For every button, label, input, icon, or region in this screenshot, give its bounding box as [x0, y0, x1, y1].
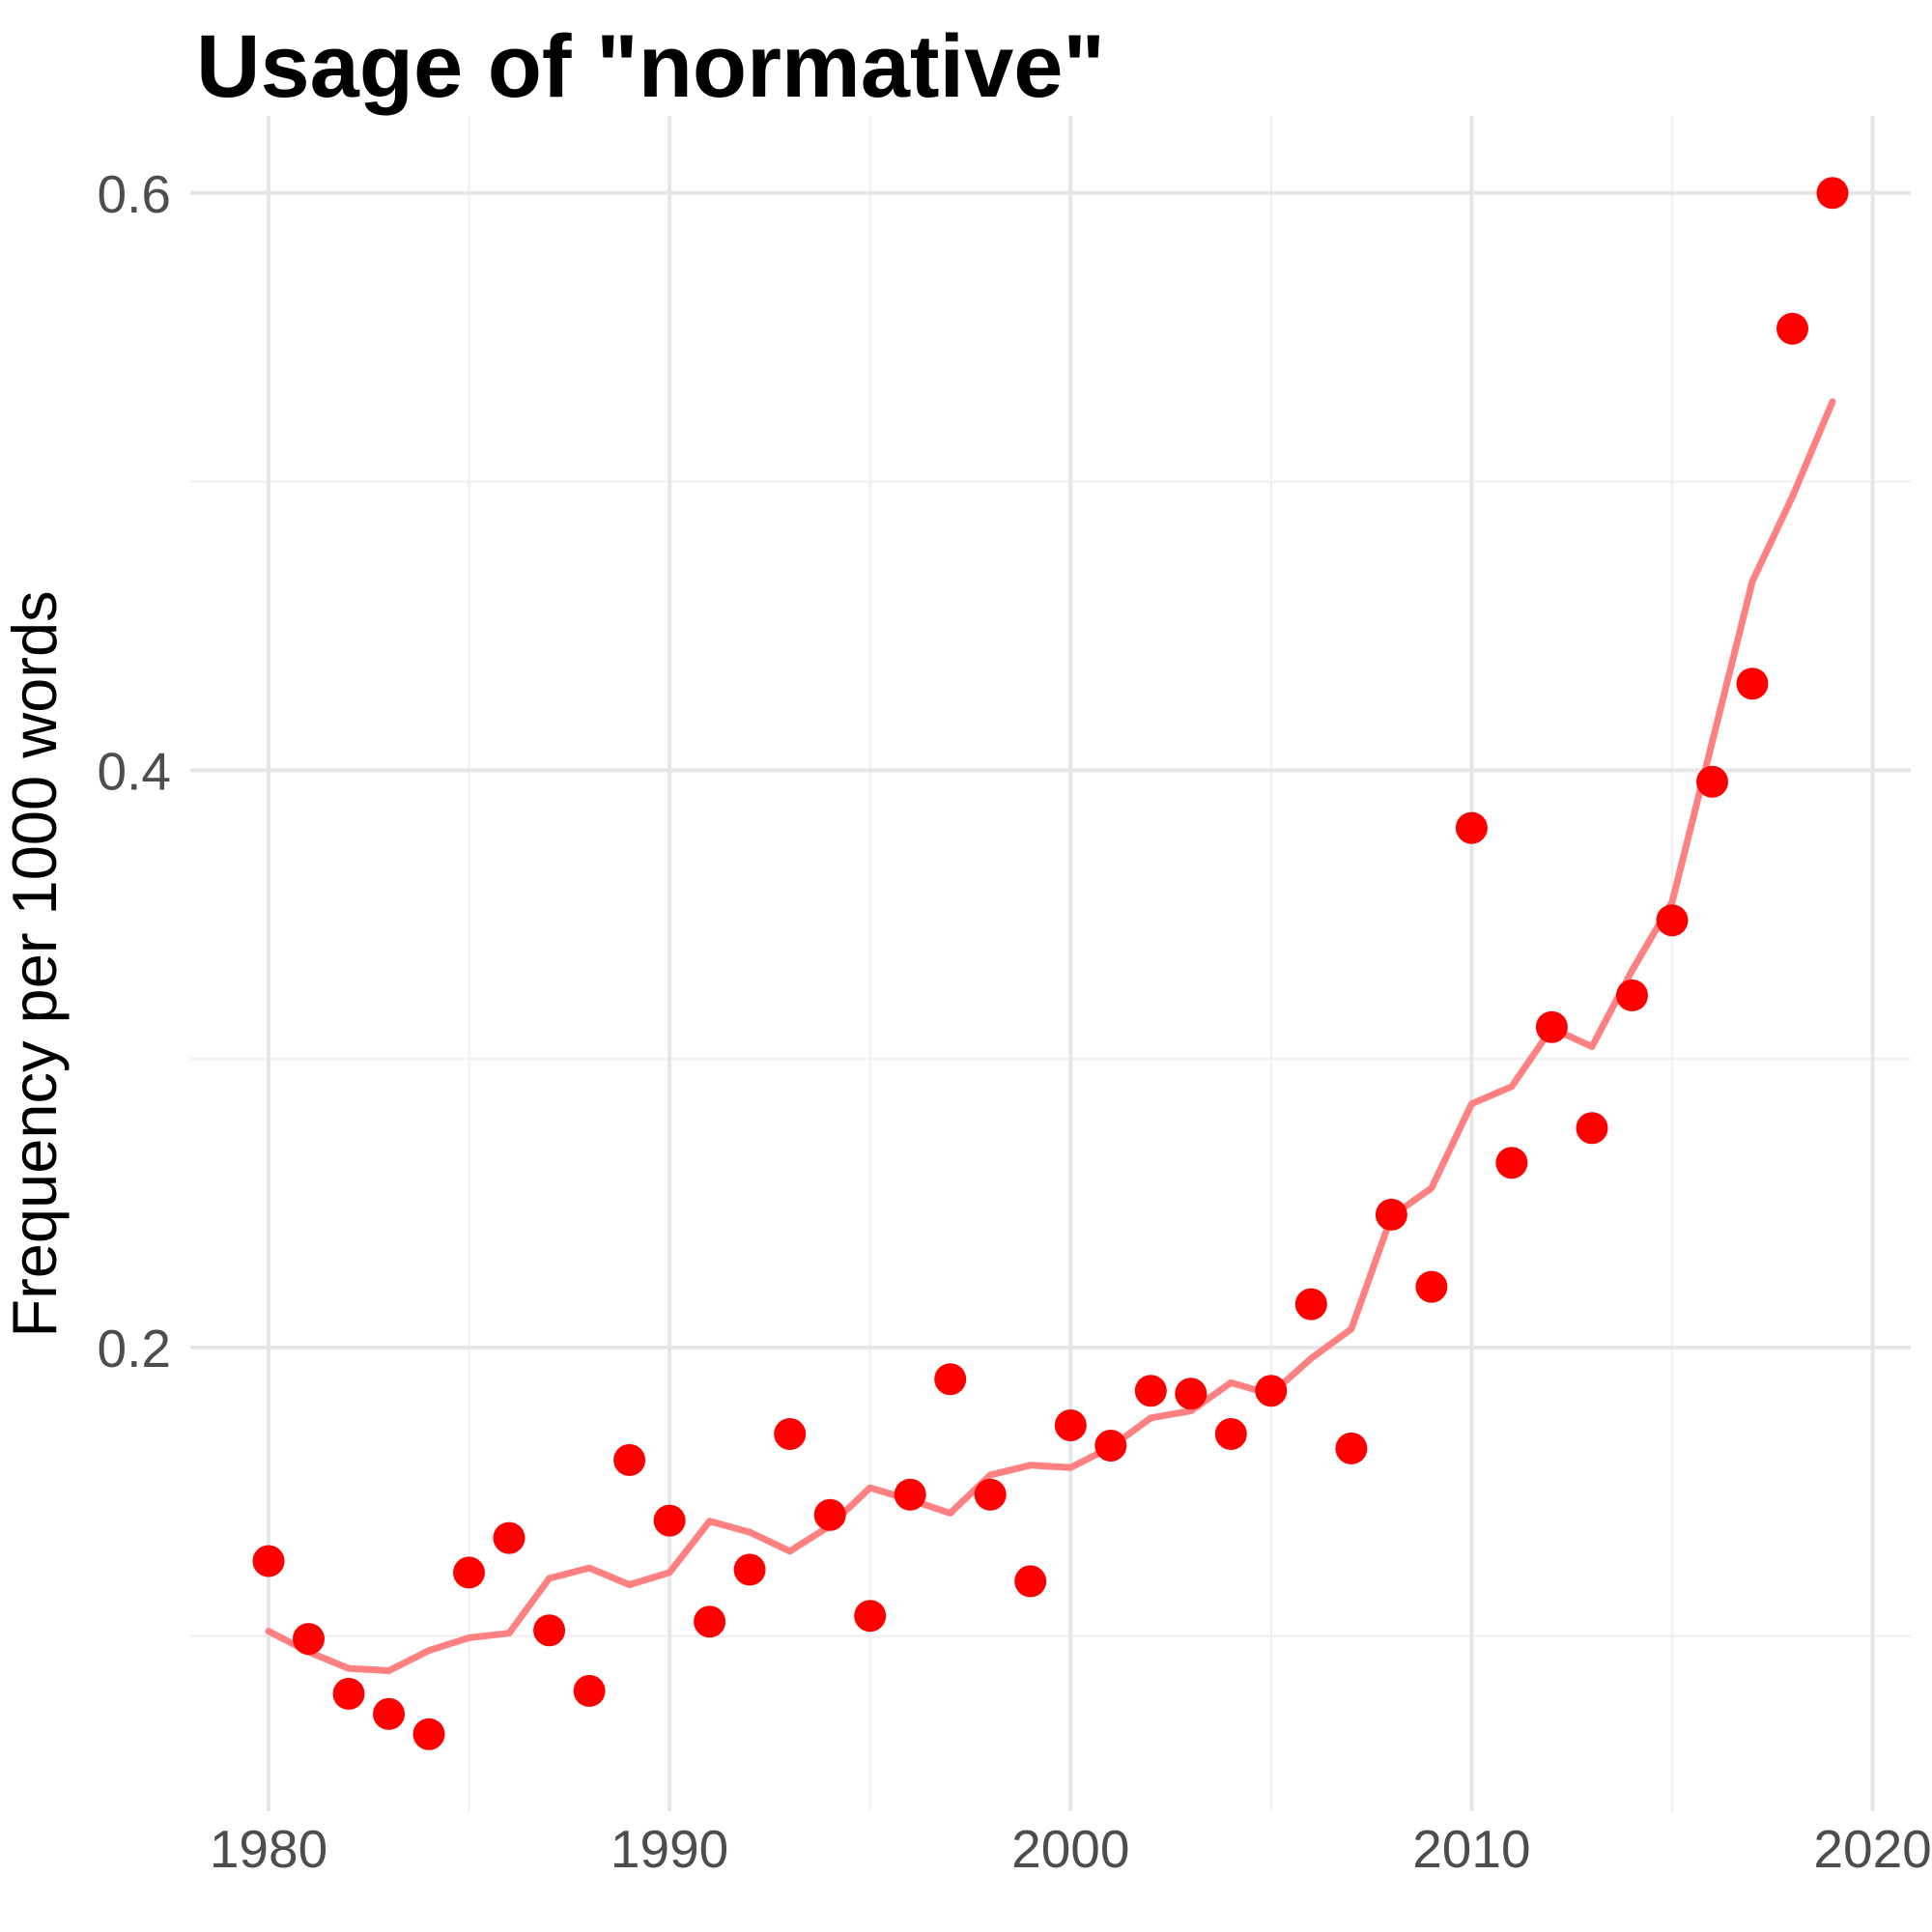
data-point — [1495, 1147, 1528, 1179]
data-point — [613, 1443, 646, 1476]
data-point — [252, 1545, 285, 1577]
data-point — [653, 1504, 686, 1537]
x-tick-label: 2010 — [1412, 1819, 1530, 1879]
data-points — [252, 177, 1849, 1750]
x-tick-label: 1990 — [611, 1819, 728, 1879]
x-axis-tick-labels: 1980 1990 2000 2010 2020 — [210, 1819, 1932, 1879]
data-point — [1736, 668, 1769, 700]
data-point — [1656, 904, 1689, 937]
data-point — [733, 1553, 766, 1586]
data-point — [1455, 811, 1488, 844]
data-point — [573, 1674, 606, 1707]
data-point — [493, 1521, 526, 1554]
data-point — [974, 1478, 1007, 1511]
data-point — [813, 1498, 846, 1531]
data-point — [1014, 1565, 1047, 1598]
data-point — [1335, 1432, 1368, 1464]
data-point — [1816, 177, 1849, 210]
data-point — [1134, 1375, 1167, 1407]
x-tick-label: 2000 — [1011, 1819, 1129, 1879]
data-point — [1094, 1430, 1127, 1462]
data-point — [854, 1600, 887, 1633]
data-point — [1054, 1409, 1087, 1441]
data-point — [1175, 1378, 1208, 1410]
data-point — [453, 1556, 485, 1589]
y-tick-label: 0.6 — [98, 164, 171, 224]
data-point — [934, 1363, 967, 1396]
y-axis-tick-labels: 0.2 0.4 0.6 — [98, 164, 171, 1378]
data-point — [774, 1418, 807, 1450]
y-axis-title: Frequency per 1000 words — [0, 590, 70, 1337]
data-point — [694, 1605, 726, 1638]
chart-title: Usage of "normative" — [196, 17, 1105, 116]
data-point — [1255, 1375, 1288, 1407]
data-point — [1415, 1270, 1448, 1303]
trend-line — [265, 398, 1836, 1674]
y-tick-label: 0.4 — [98, 741, 171, 801]
data-point — [1375, 1198, 1407, 1231]
data-point — [1214, 1418, 1247, 1450]
x-tick-label: 1980 — [210, 1819, 327, 1879]
data-point — [1294, 1288, 1327, 1321]
data-point — [1535, 1010, 1568, 1043]
data-point — [533, 1614, 566, 1647]
plot-panel — [190, 116, 1911, 1811]
data-point — [894, 1478, 926, 1511]
data-point — [332, 1677, 365, 1710]
data-point — [412, 1718, 445, 1750]
data-point — [373, 1697, 405, 1730]
data-point — [1776, 312, 1808, 345]
gridlines-major — [190, 116, 1911, 1811]
data-point — [1576, 1112, 1608, 1145]
data-point — [293, 1623, 325, 1656]
data-point — [1616, 979, 1648, 1011]
x-tick-label: 2020 — [1813, 1819, 1931, 1879]
y-tick-label: 0.2 — [98, 1319, 171, 1378]
data-point — [1696, 765, 1728, 798]
